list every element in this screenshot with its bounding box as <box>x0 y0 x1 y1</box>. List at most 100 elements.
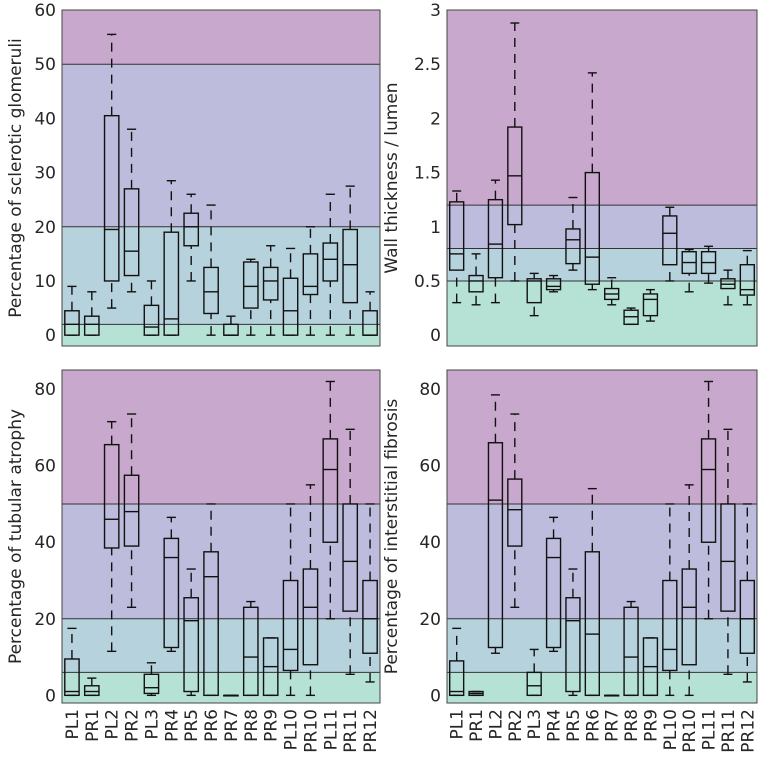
box-PR2 <box>507 413 523 609</box>
background-band <box>62 618 380 673</box>
y-axis-label: Percentage of sclerotic glomeruli <box>6 38 26 318</box>
box-iqr <box>342 503 359 612</box>
x-tick-label: PR12 <box>738 709 758 753</box>
background-band <box>447 248 757 281</box>
background-band <box>447 205 757 249</box>
box-iqr <box>282 277 299 336</box>
box-PL3 <box>526 648 542 697</box>
box-PR10 <box>302 484 319 697</box>
plot-frame <box>61 369 381 704</box>
box-PR9 <box>642 637 659 697</box>
box-PR1 <box>468 253 484 306</box>
y-tick-label: 40 <box>34 533 56 553</box>
box-iqr <box>739 579 755 654</box>
box-PR12 <box>739 503 755 683</box>
box-PR1 <box>468 690 484 697</box>
box-PL1 <box>64 627 80 697</box>
box-PL3 <box>526 272 542 317</box>
y-tick-label: 80 <box>419 380 441 400</box>
box-PR2 <box>507 22 523 282</box>
box-PR4 <box>545 516 562 653</box>
y-tick-label: 50 <box>34 55 56 75</box>
box-PL2 <box>103 420 120 653</box>
x-tick-label: PL11 <box>700 709 720 750</box>
x-tick-label: PR7 <box>222 709 242 742</box>
box-iqr <box>449 660 465 697</box>
y-tick-label: 20 <box>419 610 441 630</box>
box-iqr <box>242 261 259 309</box>
box-iqr <box>526 278 542 304</box>
box-PR12 <box>362 503 378 683</box>
x-tick-label: PL2 <box>103 709 123 740</box>
background-band <box>447 618 757 673</box>
box-PR7 <box>604 277 620 306</box>
y-tick-label: 30 <box>34 164 56 184</box>
box-iqr <box>203 551 219 697</box>
box-PR10 <box>681 248 697 293</box>
box-PR5 <box>565 568 581 697</box>
x-tick-label: PR1 <box>467 709 487 742</box>
box-iqr <box>342 228 359 304</box>
background-band <box>447 370 757 504</box>
y-tick-label: 0 <box>430 686 441 706</box>
x-tick-label: PL10 <box>282 709 302 750</box>
box-PR4 <box>163 516 180 653</box>
y-tick-label: 1.5 <box>414 164 441 184</box>
box-iqr <box>662 579 678 672</box>
x-tick-label: PR5 <box>564 709 584 742</box>
box-iqr <box>103 443 120 549</box>
box-iqr <box>83 685 100 697</box>
box-PL11 <box>322 380 339 620</box>
box-iqr <box>163 537 180 649</box>
y-tick-label: 0 <box>45 686 56 706</box>
box-iqr <box>302 253 319 296</box>
box-PL3 <box>143 280 160 336</box>
box-iqr <box>449 201 465 271</box>
box-PR5 <box>183 568 200 697</box>
box-iqr <box>526 671 542 697</box>
box-PL1 <box>64 285 80 336</box>
y-tick-label: 3 <box>430 1 441 21</box>
y-tick-label: 1 <box>430 218 441 238</box>
box-PR1 <box>83 291 100 336</box>
panel-interstitial-fibrosis: 0 20 40 60 80 Percentage of interstitial fibr… <box>382 369 758 753</box>
x-tick-label: PR8 <box>242 709 262 742</box>
y-axis-label: Percentage of tubular atrophy <box>6 409 26 664</box>
box-iqr <box>565 597 581 693</box>
box-PR10 <box>302 226 319 336</box>
box-PR6 <box>203 204 219 336</box>
box-iqr <box>183 597 200 693</box>
box-iqr <box>507 478 523 547</box>
y-tick-label: 20 <box>34 610 56 630</box>
box-PR12 <box>739 249 755 306</box>
box-PR10 <box>681 484 697 697</box>
box-PR8 <box>242 258 259 336</box>
box-iqr <box>545 537 562 649</box>
box-iqr <box>623 606 639 697</box>
box-PR4 <box>545 274 562 293</box>
box-iqr <box>487 198 504 279</box>
y-axis-label: Percentage of interstitial fibrosis <box>382 399 402 675</box>
box-iqr <box>123 474 140 547</box>
box-iqr <box>242 606 259 697</box>
plot-frame <box>446 369 758 704</box>
background-band <box>447 10 757 206</box>
y-tick-label: 60 <box>34 457 56 477</box>
box-PR9 <box>262 245 279 336</box>
background-band <box>62 503 380 619</box>
background-band <box>447 280 757 346</box>
panel-tubular-atrophy: 0 20 40 60 80 Percentage of tubular atrophy PL… <box>6 369 381 753</box>
box-PR5 <box>183 193 200 282</box>
box-PR6 <box>203 503 219 697</box>
box-PR6 <box>584 487 600 697</box>
x-tick-label: PL1 <box>63 709 83 740</box>
box-iqr <box>642 293 659 317</box>
x-tick-label: PR9 <box>641 709 661 742</box>
box-PL11 <box>322 193 339 336</box>
x-tick-label: PR9 <box>262 709 282 742</box>
box-PR2 <box>123 413 140 609</box>
box-iqr <box>545 278 562 291</box>
box-PL1 <box>449 190 465 304</box>
y-tick-label: 0 <box>430 326 441 346</box>
